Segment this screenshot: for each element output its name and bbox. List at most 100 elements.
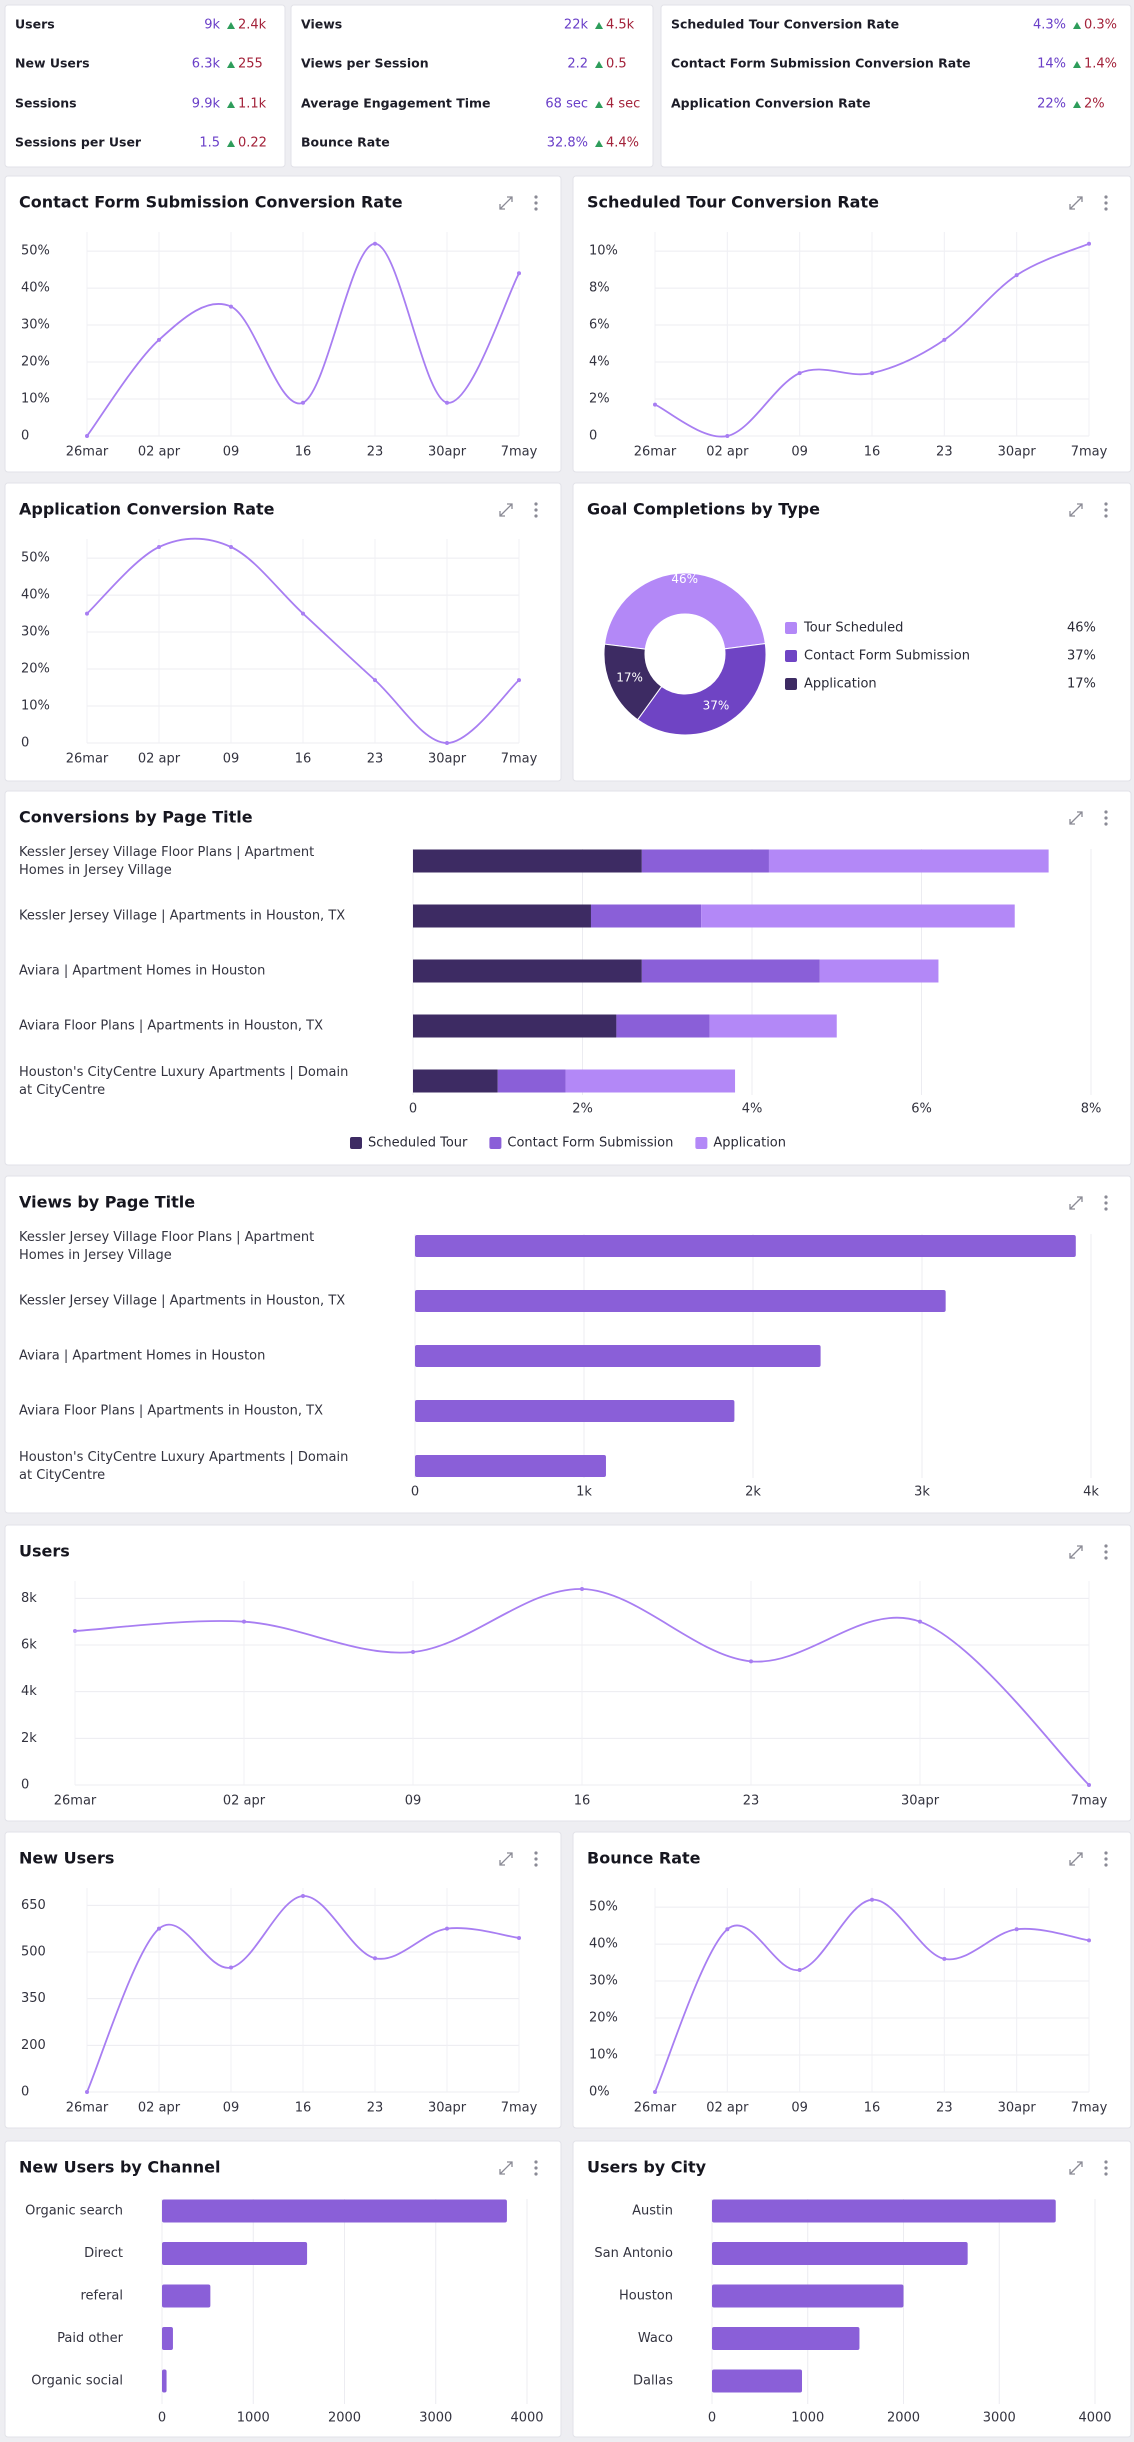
menu-button-dot[interactable] [534,1863,538,1867]
delta-up-icon [227,101,235,108]
menu-button-dot[interactable] [534,207,538,211]
menu-button-dot[interactable] [534,502,538,506]
menu-button-dot[interactable] [1104,2172,1108,2176]
slice-label: 46% [671,572,698,586]
menu-button-dot[interactable] [1104,822,1108,826]
x-tick-label: 7may [1071,1794,1108,1809]
x-tick-label: 1000 [237,2411,270,2426]
menu-button-dot[interactable] [1104,201,1108,205]
expand-button[interactable] [1069,1852,1083,1866]
menu-button-dot[interactable] [1104,1863,1108,1867]
x-tick-label: 26mar [66,445,109,460]
x-tick-label: 26mar [66,752,109,767]
y-tick-label: 500 [21,1945,46,1960]
y-tick-label: 6k [21,1638,37,1653]
point [85,434,89,438]
menu-button-dot[interactable] [1104,1556,1108,1560]
point [918,1619,922,1624]
kpi-delta: 0.5 [606,57,627,72]
legend-label: Tour Scheduled [803,621,903,636]
bar [415,1455,606,1477]
y-tick-label: 10% [589,244,618,259]
expand-button[interactable] [1069,196,1083,210]
x-tick-label: 09 [223,2101,240,2116]
kpi-label: Views [301,17,342,32]
kpi-delta: 2.4k [238,18,267,33]
y-tick-label: Kessler Jersey Village Floor Plans | Apa… [19,845,314,878]
bar-segment [709,1014,837,1038]
menu-button-dot[interactable] [534,2172,538,2176]
menu-button-dot[interactable] [1104,502,1108,506]
y-tick-label: Aviara Floor Plans | Apartments in Houst… [19,1404,323,1419]
point [157,337,161,342]
menu-button-dot[interactable] [1104,2160,1108,2164]
y-tick-label: 10% [21,392,50,407]
point [373,1956,377,1961]
point [1087,241,1091,246]
x-tick-label: 02 apr [706,2101,749,2116]
menu-button-dot[interactable] [534,2160,538,2164]
line [86,1895,520,2093]
menu-button-dot[interactable] [534,2166,538,2170]
menu-button-dot[interactable] [534,1857,538,1861]
menu-button-dot[interactable] [1104,1857,1108,1861]
x-tick-label: 0 [409,1102,417,1117]
menu-button-dot[interactable] [534,1851,538,1855]
menu-button-dot[interactable] [1104,1544,1108,1548]
legend-swatch [785,650,797,662]
chart-title: Users by City [587,2158,707,2177]
kpi-value: 6.3k [192,57,221,72]
x-tick-label: 16 [295,752,312,767]
expand-button[interactable] [1069,1545,1083,1559]
x-tick-label: 2% [572,1102,593,1117]
legend-label: Contact Form Submission [804,649,970,664]
expand-button[interactable] [1069,2161,1083,2175]
menu-button-dot[interactable] [534,514,538,518]
menu-button-dot[interactable] [1104,1207,1108,1211]
y-tick-label: 30% [21,625,50,640]
expand-button[interactable] [1069,503,1083,517]
menu-button-dot[interactable] [1104,816,1108,820]
menu-button-dot[interactable] [1104,508,1108,512]
menu-button-dot[interactable] [1104,1201,1108,1205]
expand-button[interactable] [499,2161,513,2175]
kpi-value: 1.5 [199,136,220,151]
point [229,1965,233,1970]
legend-swatch [489,1137,502,1149]
menu-button-dot[interactable] [1104,514,1108,518]
menu-button-dot[interactable] [1104,2166,1108,2170]
legend-swatch [349,1137,362,1149]
x-tick-label: 09 [223,445,240,460]
x-tick-label: 26mar [66,2101,109,2116]
point [242,1619,246,1624]
menu-button-dot[interactable] [534,195,538,199]
point [1014,273,1019,278]
expand-button[interactable] [499,503,513,517]
y-tick-label: Waco [638,2331,673,2346]
legend-label: Application [713,1136,786,1151]
kpi-delta: 0.22 [238,136,267,151]
x-tick-label: 30apr [998,2101,1037,2116]
y-tick-label: 20% [21,662,50,677]
menu-button-dot[interactable] [1104,1195,1108,1199]
x-tick-label: 8% [1081,1102,1102,1117]
expand-button[interactable] [499,196,513,210]
menu-button-dot[interactable] [1104,810,1108,814]
y-tick-label: Dallas [633,2374,673,2389]
panel [4,1175,1132,1514]
bar-segment [616,1014,710,1038]
x-tick-label: 0 [411,1485,419,1500]
bar-segment [641,849,769,873]
bar-segment [413,849,642,873]
menu-button-dot[interactable] [1104,1550,1108,1554]
menu-button-dot[interactable] [534,508,538,512]
menu-button-dot[interactable] [534,201,538,205]
x-tick-label: 23 [936,2101,953,2116]
expand-button[interactable] [1069,811,1083,825]
kpi-label: Users [15,17,55,32]
expand-button[interactable] [499,1852,513,1866]
menu-button-dot[interactable] [1104,207,1108,211]
expand-button[interactable] [1069,1196,1083,1210]
menu-button-dot[interactable] [1104,1851,1108,1855]
menu-button-dot[interactable] [1104,195,1108,199]
